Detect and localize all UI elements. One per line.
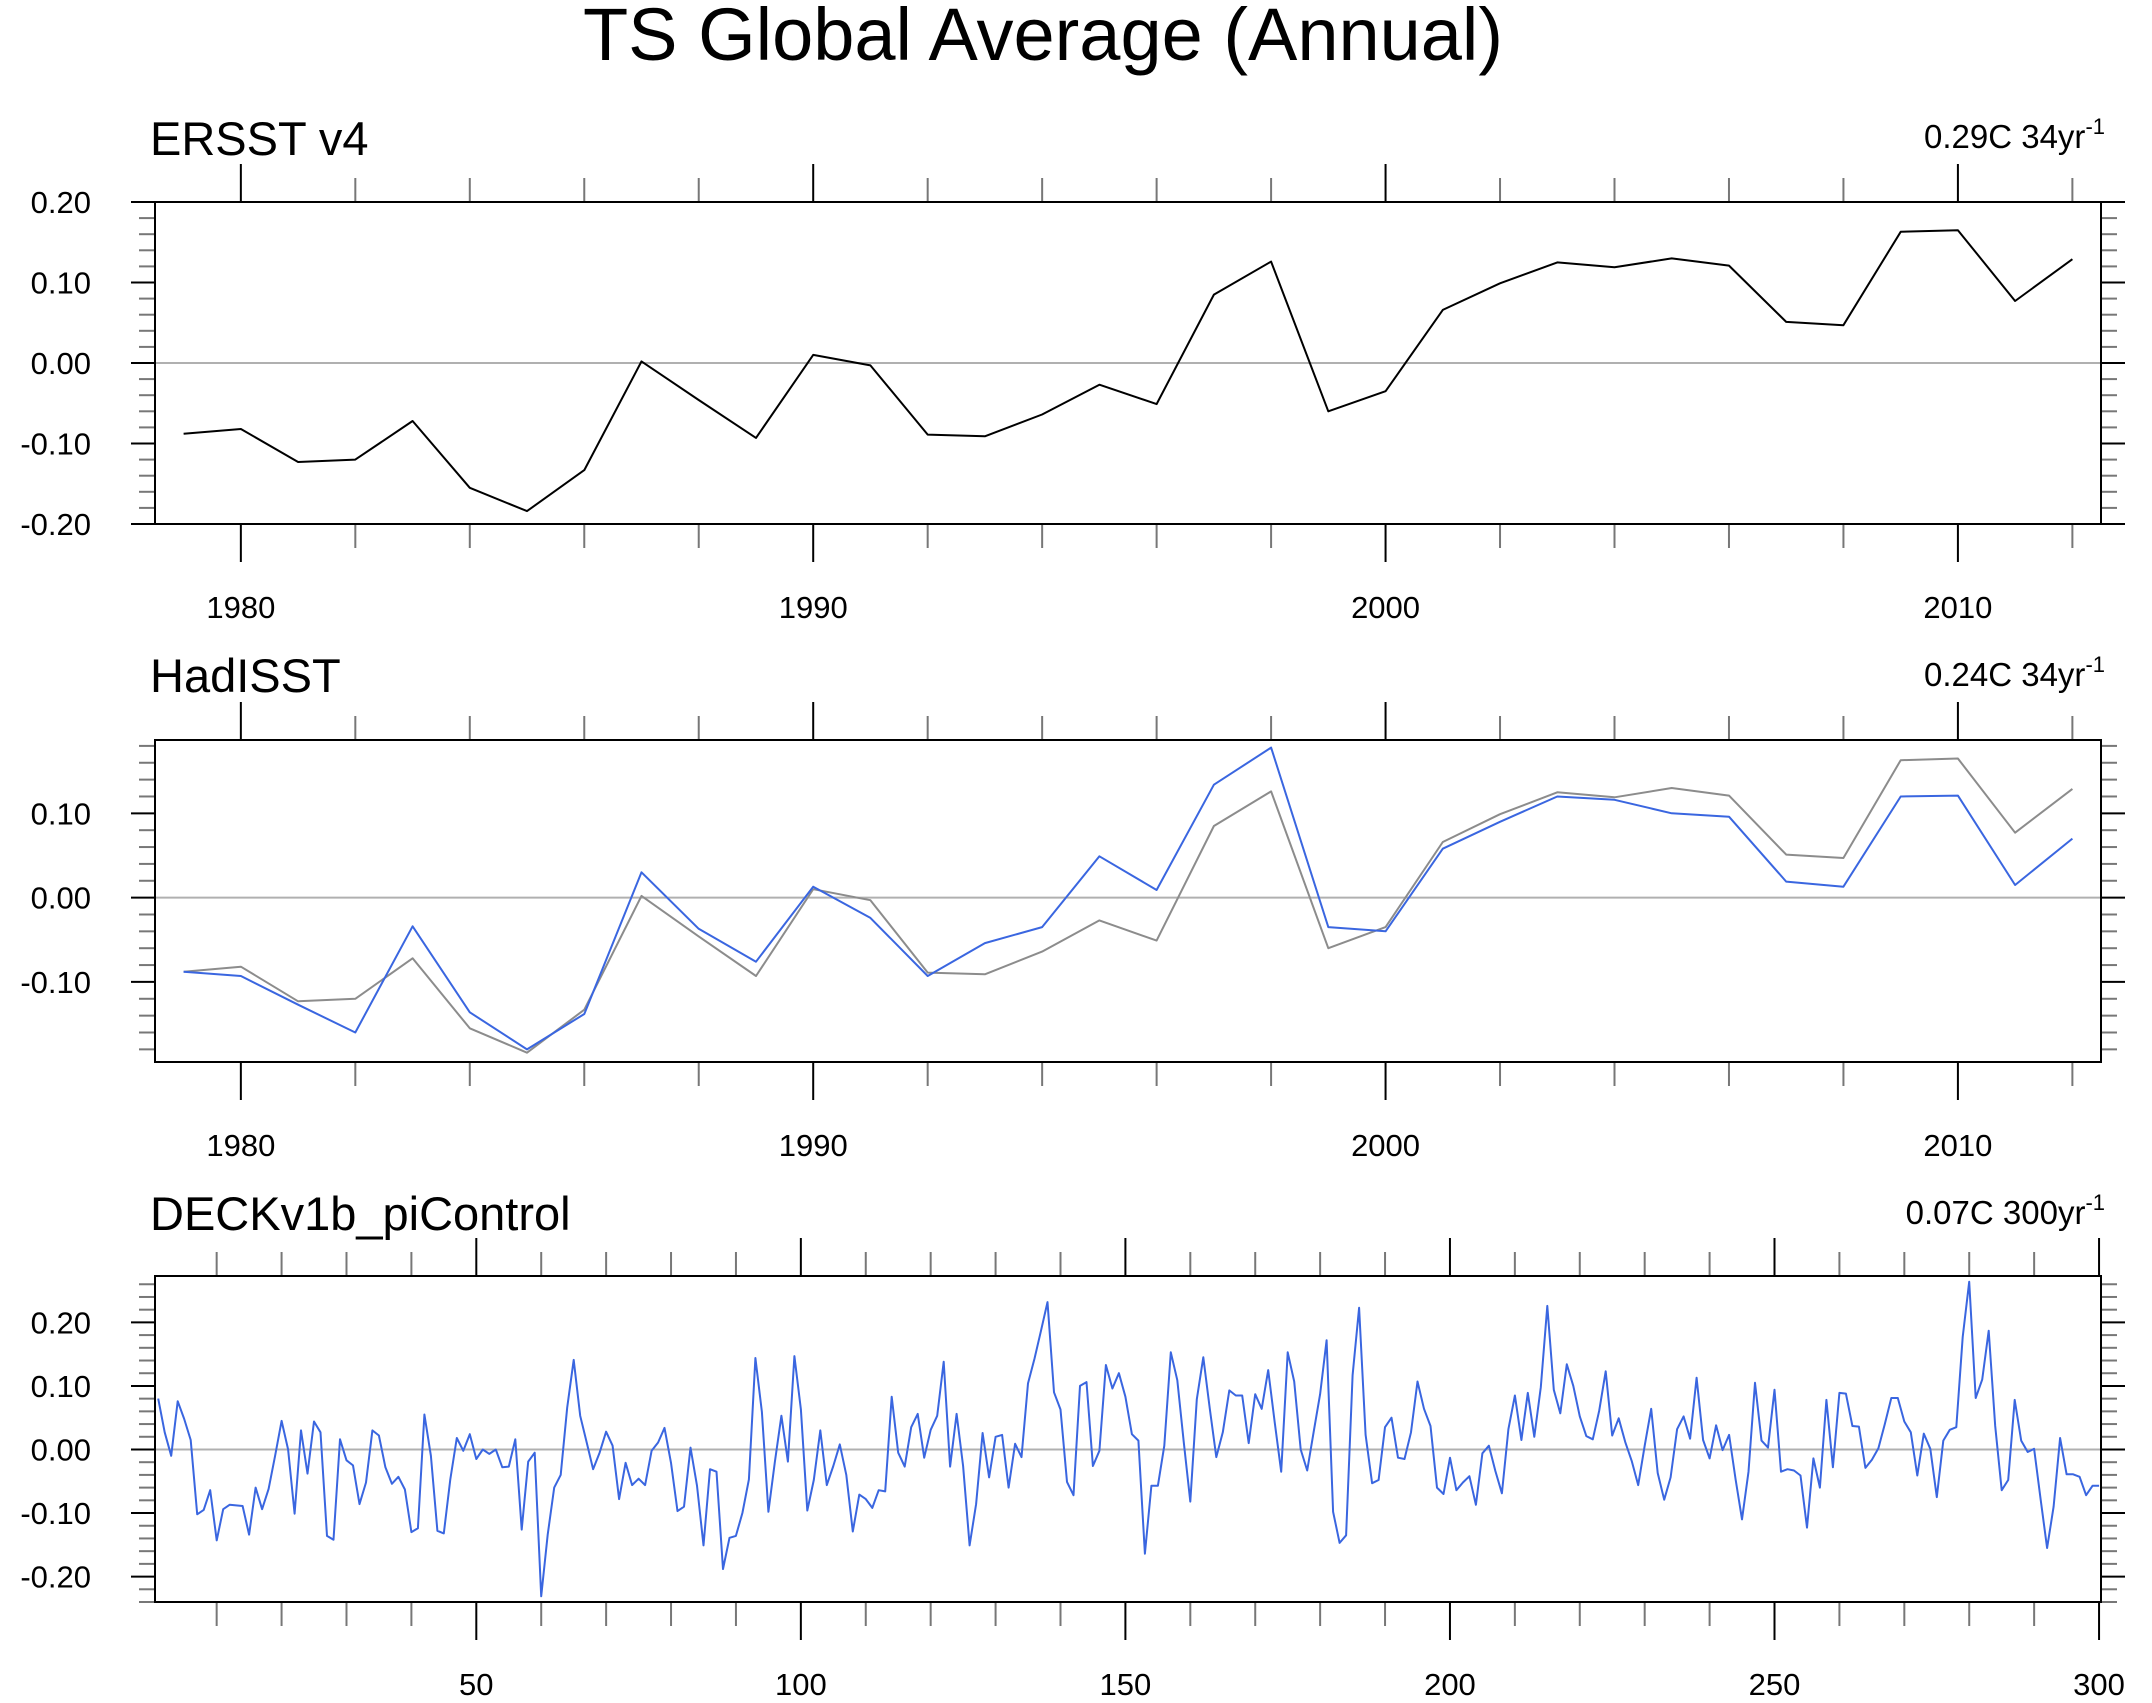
- x-tick-label: 100: [775, 1667, 827, 1702]
- x-tick-label: 250: [1749, 1667, 1801, 1702]
- x-tick-label: 1990: [779, 590, 848, 625]
- panel-hadisst: HadISST 0.24C 34yr-1 1980 1990 2000 2010 0.1…: [20, 649, 2125, 1163]
- y-tick-label: 0.00: [31, 346, 91, 381]
- x-tick-label: 1980: [206, 1128, 275, 1163]
- trend-label: 0.07C 300yr-1: [1906, 1190, 2105, 1231]
- x-tick-label: 200: [1424, 1667, 1476, 1702]
- trend-superscript: -1: [2085, 114, 2105, 139]
- x-tick-label: 150: [1100, 1667, 1152, 1702]
- trend-superscript: -1: [2085, 1190, 2105, 1215]
- y-tick-label: -0.10: [20, 427, 91, 462]
- trend-label: 0.24C 34yr-1: [1924, 652, 2105, 693]
- y-tick-label: -0.20: [20, 507, 91, 542]
- trend-superscript: -1: [2085, 652, 2105, 677]
- y-tick-label: 0.00: [31, 1432, 91, 1467]
- y-tick-label: 0.10: [31, 266, 91, 301]
- y-tick-label: 0.10: [31, 1369, 91, 1404]
- series-line-ersst-v4: [183, 229, 2073, 513]
- y-tick-label: 0.00: [31, 881, 91, 916]
- y-tick-label: -0.10: [20, 965, 91, 1000]
- x-tick-label: 2000: [1351, 590, 1420, 625]
- trend-text: 0.07C 300yr: [1906, 1194, 2086, 1231]
- y-tick-label: -0.20: [20, 1560, 91, 1595]
- series-line-hadisst: [183, 746, 2074, 1051]
- panel-title: ERSST v4: [150, 112, 369, 165]
- series-line-ersst-v4-reference-: [183, 757, 2074, 1054]
- series-line-deckv1b-picontrol: [157, 1280, 2100, 1598]
- panel-title: HadISST: [150, 649, 341, 702]
- trend-label: 0.29C 34yr-1: [1924, 114, 2105, 155]
- y-tick-label: 0.20: [31, 185, 91, 220]
- panel-deck-picontrol: DECKv1b_piControl 0.07C 300yr-1 50 100 150…: [20, 1187, 2125, 1702]
- x-tick-label: 2010: [1923, 1128, 1992, 1163]
- x-tick-label: 50: [459, 1667, 493, 1702]
- x-tick-label: 2010: [1923, 590, 1992, 625]
- panel-ersst: ERSST v4 0.29C 34yr-1 1980 1990 2000 2010 0.…: [20, 112, 2125, 625]
- plot-frame: [154, 739, 2102, 1063]
- plot-frame: [154, 1275, 2102, 1603]
- figure-title: TS Global Average (Annual): [583, 0, 1503, 76]
- plot-frame: [154, 201, 2102, 525]
- x-tick-label: 300: [2073, 1667, 2125, 1702]
- x-tick-label: 1990: [779, 1128, 848, 1163]
- trend-text: 0.29C 34yr: [1924, 118, 2085, 155]
- x-tick-label: 2000: [1351, 1128, 1420, 1163]
- x-tick-label: 1980: [206, 590, 275, 625]
- panel-title: DECKv1b_piControl: [150, 1187, 571, 1240]
- trend-text: 0.24C 34yr: [1924, 656, 2085, 693]
- y-tick-label: 0.20: [31, 1305, 91, 1340]
- y-tick-label: 0.10: [31, 796, 91, 831]
- y-tick-label: -0.10: [20, 1496, 91, 1531]
